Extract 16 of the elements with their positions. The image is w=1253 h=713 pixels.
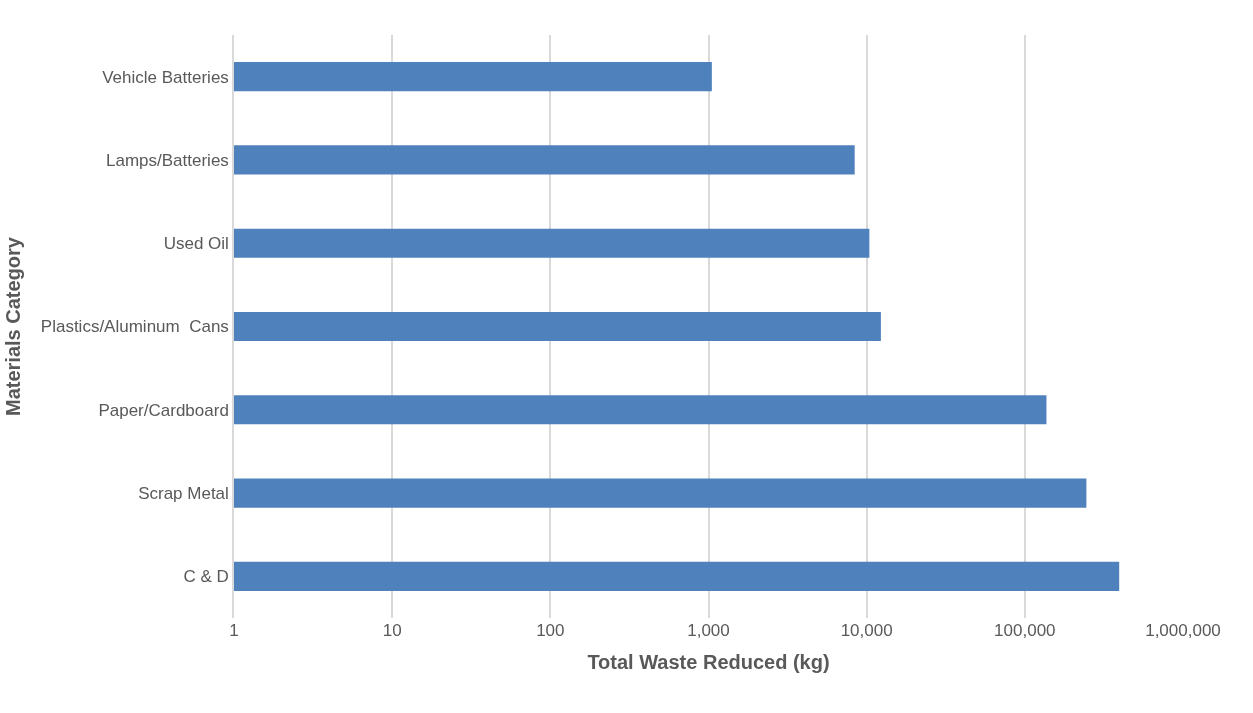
x-tick-label: 1,000,000 (1145, 621, 1221, 640)
x-tick-label: 10,000 (840, 621, 893, 640)
y-tick-label: C & D (183, 567, 229, 587)
y-tick-label: Used Oil (163, 234, 229, 254)
y-tick-label: Vehicle Batteries (102, 67, 229, 87)
x-tick-label: 1,000 (687, 621, 730, 640)
y-axis-title: Materials Category (1, 236, 24, 416)
y-tick-label: Paper/Cardboard (98, 400, 229, 420)
x-axis-title: Total Waste Reduced (kg) (587, 650, 830, 673)
x-tick-label: 100,000 (994, 621, 1056, 640)
x-tick-label: 100 (536, 621, 565, 640)
x-tick-label: 1 (229, 621, 239, 640)
y-tick-label: Lamps/Batteries (106, 150, 229, 170)
y-tick-label: Scrap Metal (138, 484, 229, 504)
x-tick-label: 10 (382, 621, 402, 640)
y-tick-label: Plastics/Aluminum Cans (40, 317, 229, 337)
